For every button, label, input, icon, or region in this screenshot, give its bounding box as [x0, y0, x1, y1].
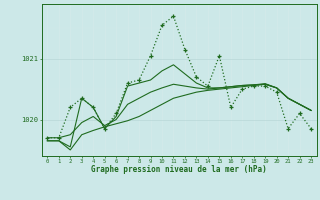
X-axis label: Graphe pression niveau de la mer (hPa): Graphe pression niveau de la mer (hPa) [91, 165, 267, 174]
